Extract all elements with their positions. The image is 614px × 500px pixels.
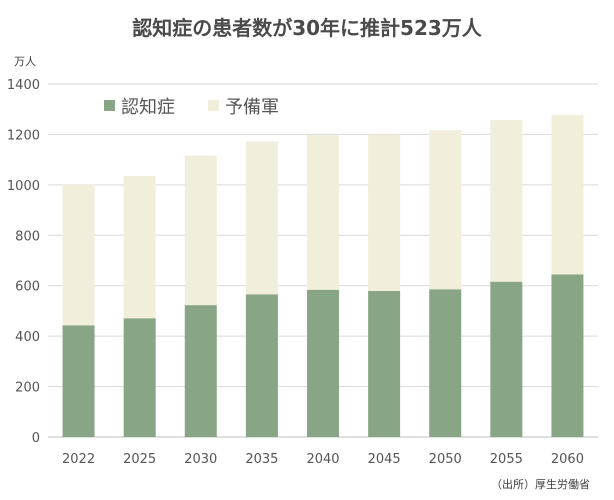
bar-segment — [123, 176, 156, 319]
x-tick-label: 2035 — [245, 452, 278, 467]
bar-segment — [551, 115, 584, 275]
x-tick-labels: 2022 2025 2030 2035 2040 2045 2050 2055 2060 — [62, 452, 584, 467]
bar-segment — [368, 291, 401, 437]
y-tick-labels: 0 200 400 600 800 1000 1200 1400 — [7, 78, 40, 446]
legend-swatch — [104, 100, 115, 111]
x-tick-label: 2050 — [429, 452, 462, 467]
x-tick-label: 2055 — [490, 452, 523, 467]
y-tick-label: 600 — [15, 280, 40, 295]
legend: 認知症 予備軍 — [104, 97, 279, 118]
bar-segment — [307, 135, 339, 290]
y-tick-label: 1400 — [7, 78, 40, 93]
bar-segment — [62, 184, 95, 326]
source-note: （出所）厚生労働省 — [491, 478, 590, 491]
bar-segment — [245, 141, 278, 295]
y-tick-label: 1200 — [7, 128, 40, 143]
x-tick-label: 2025 — [123, 452, 156, 467]
x-tick-label: 2030 — [184, 452, 217, 467]
legend-label: 認知症 — [121, 97, 175, 118]
bars — [62, 115, 584, 437]
bar-segment — [184, 155, 217, 306]
y-tick-label: 800 — [15, 229, 40, 244]
bar-segment — [368, 134, 401, 292]
y-tick-label: 0 — [32, 431, 40, 446]
bar-segment — [490, 281, 523, 437]
bar-segment — [551, 274, 584, 437]
x-tick-label: 2022 — [62, 452, 95, 467]
bar-segment — [429, 289, 462, 437]
bar-segment — [429, 130, 462, 290]
y-tick-label: 200 — [15, 381, 40, 396]
bar-segment — [62, 325, 95, 437]
y-tick-label: 400 — [15, 330, 40, 345]
x-tick-label: 2060 — [551, 452, 584, 467]
bar-segment — [184, 305, 217, 437]
y-axis-unit: 万人 — [14, 55, 36, 68]
legend-label: 予備軍 — [225, 97, 279, 118]
bar-segment — [490, 120, 523, 282]
bar-segment — [123, 318, 156, 437]
x-tick-label: 2040 — [306, 452, 339, 467]
y-tick-label: 1000 — [7, 179, 40, 194]
bar-segment — [245, 294, 278, 437]
x-tick-label: 2045 — [368, 452, 401, 467]
chart-title: 認知症の患者数が30年に推計523万人 — [132, 16, 482, 40]
legend-swatch — [208, 100, 219, 111]
bar-segment — [307, 289, 339, 437]
